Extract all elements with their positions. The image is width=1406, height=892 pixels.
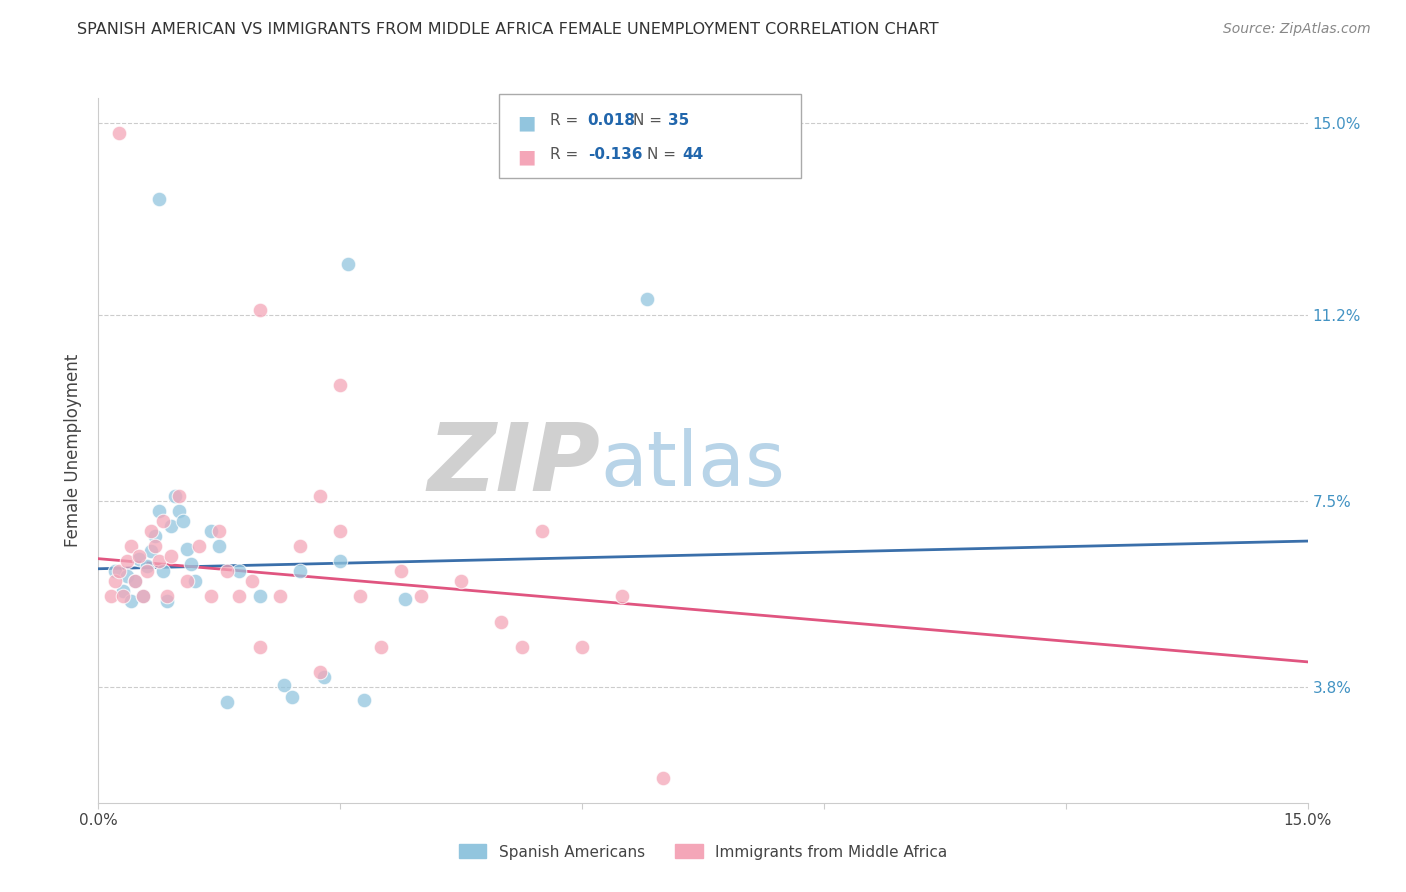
Text: N =: N = [647,147,681,162]
Text: Source: ZipAtlas.com: Source: ZipAtlas.com [1223,22,1371,37]
Point [309,665,332,679]
Point [163,489,186,503]
Point [135,559,157,574]
Text: R =: R = [550,147,583,162]
Point [450,574,472,589]
Point [156,594,179,608]
Point [176,574,198,589]
Point [115,569,138,583]
Point [111,590,134,604]
Point [156,590,179,604]
Point [107,564,129,578]
Point [337,257,360,271]
Y-axis label: Female Unemployment: Female Unemployment [65,354,83,547]
Point [249,590,271,604]
Point [612,590,634,604]
Point [139,524,162,538]
Point [128,551,150,566]
Point [217,564,239,578]
Point [160,549,183,564]
Point [176,541,198,556]
Point [184,574,207,589]
Point [124,574,146,589]
Text: SPANISH AMERICAN VS IMMIGRANTS FROM MIDDLE AFRICA FEMALE UNEMPLOYMENT CORRELATIO: SPANISH AMERICAN VS IMMIGRANTS FROM MIDD… [77,22,939,37]
Point [389,564,412,578]
Point [208,524,231,538]
Point [249,302,271,317]
Point [167,489,190,503]
Point [200,590,222,604]
Point [491,615,513,629]
Point [394,591,416,606]
Point [571,640,593,654]
Point [124,574,146,589]
Point [115,554,138,568]
Point [281,690,304,705]
Point [370,640,392,654]
Point [314,670,336,684]
Point [353,692,375,706]
Point [329,554,352,568]
Point [273,677,295,691]
Text: ■: ■ [517,113,536,132]
Point [188,539,211,553]
Point [167,504,190,518]
Legend: Spanish Americans, Immigrants from Middle Africa: Spanish Americans, Immigrants from Middl… [453,838,953,865]
Point [217,695,239,709]
Point [135,564,157,578]
Point [309,489,332,503]
Text: atlas: atlas [600,427,785,501]
Point [128,549,150,564]
Point [103,564,125,578]
Point [208,539,231,553]
Point [180,557,202,571]
Text: -0.136: -0.136 [588,147,643,162]
Point [143,529,166,543]
Text: ■: ■ [517,147,536,166]
Point [143,539,166,553]
Point [329,378,352,392]
Point [349,590,371,604]
Point [103,574,125,589]
Point [530,524,553,538]
Point [132,590,155,604]
Point [100,590,122,604]
Text: 44: 44 [682,147,703,162]
Point [160,519,183,533]
Text: N =: N = [633,113,666,128]
Point [152,564,174,578]
Point [132,590,155,604]
Point [148,504,170,518]
Point [636,293,658,307]
Point [510,640,533,654]
Text: R =: R = [550,113,583,128]
Point [228,590,250,604]
Text: 35: 35 [668,113,689,128]
Point [120,594,142,608]
Point [111,584,134,599]
Point [240,574,263,589]
Point [409,590,432,604]
Point [148,554,170,568]
Point [107,127,129,141]
Point [120,539,142,553]
Text: 0.018: 0.018 [588,113,636,128]
Point [329,524,352,538]
Point [288,564,311,578]
Point [152,514,174,528]
Point [249,640,271,654]
Point [288,539,311,553]
Point [651,771,673,785]
Point [172,514,194,528]
Text: ZIP: ZIP [427,418,600,510]
Point [200,524,222,538]
Point [139,544,162,558]
Point [228,564,250,578]
Point [269,590,291,604]
Point [148,192,170,206]
